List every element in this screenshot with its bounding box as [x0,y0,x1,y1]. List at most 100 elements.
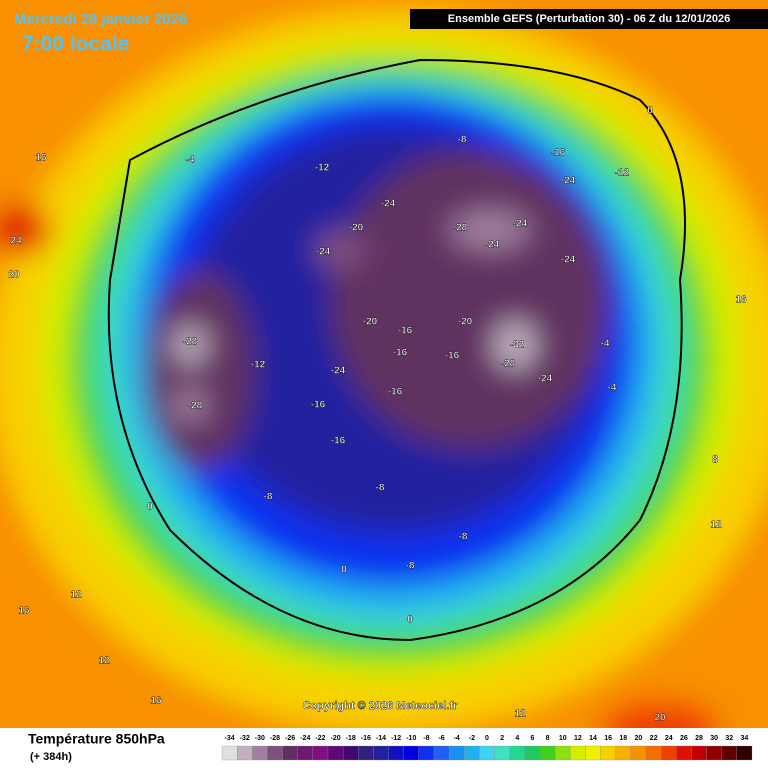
scale-label: 32 [725,735,733,742]
color-swatch [736,745,753,761]
isotherm-label: 0 [147,502,153,513]
isotherm-label: 16 [150,696,162,707]
isotherm-label: -16 [311,400,326,411]
scale-label: -4 [454,735,460,742]
color-swatch [645,745,662,761]
isotherm-label: -24 [561,255,576,266]
color-swatch [585,745,601,761]
scale-label: -30 [255,735,265,742]
color-swatch [509,745,526,761]
isotherm-label: -4 [601,339,610,350]
isotherm-label: -8 [458,135,467,146]
scale-label: -20 [331,735,341,742]
isotherm-label: -8 [376,483,385,494]
legend-subtitle: (+ 384h) [30,751,72,763]
scale-label: -18 [346,735,356,742]
scale-label: 30 [710,735,718,742]
isotherm-label: -20 [363,317,378,328]
isotherm-label: -24 [561,176,576,187]
color-swatch [570,745,586,761]
isotherm-label: 0 [407,615,413,626]
scale-label: -28 [270,735,280,742]
scale-label: 34 [741,735,749,742]
color-swatch [676,745,692,761]
color-swatch [312,745,329,761]
isotherm-label: -16 [445,351,460,362]
isotherm-label: -8 [264,492,273,503]
color-swatch [236,745,253,761]
isotherm-label: -16 [331,436,346,447]
color-swatch [373,745,389,761]
color-swatch [479,745,495,761]
color-swatch [554,745,571,761]
isotherm-label: -24 [513,219,528,230]
isotherm-label: -32 [510,340,525,351]
scale-label: 6 [530,735,534,742]
isotherm-label: 16 [18,606,30,617]
color-swatch [691,745,707,761]
isotherm-label: -28 [183,337,198,348]
isotherm-label: 0 [647,106,653,117]
scale-label: -16 [361,735,371,742]
isotherm-label: 8 [712,455,718,466]
copyright: Copyright © 2026 Meteociel.fr [303,700,459,712]
color-swatch [630,745,647,761]
color-swatch [221,745,238,761]
isotherm-label: -16 [388,387,403,398]
isotherm-label: -20 [458,317,473,328]
isotherm-label: -8 [459,532,468,543]
scale-label: -2 [469,735,475,742]
color-swatch [418,745,435,761]
time: 7:00 locale [22,33,129,56]
isotherm-label: 16 [735,295,747,306]
scale-label: -10 [406,735,416,742]
scale-label: 20 [635,735,643,742]
color-swatch [721,745,738,761]
isotherm-label: 12 [98,656,110,667]
scale-label: 22 [650,735,658,742]
color-swatch [282,745,298,761]
isotherm-label: 20 [8,270,20,281]
isotherm-label: 12 [70,590,82,601]
scale-label: -6 [438,735,444,742]
scale-label: 28 [695,735,703,742]
isotherm-label: -24 [331,366,346,377]
isotherm-label: -28 [501,359,516,370]
color-swatch [358,745,374,761]
legend-title: Température 850hPa [28,731,165,747]
scale-label: -12 [391,735,401,742]
isotherm-label: -20 [349,223,364,234]
scale-label: -14 [376,735,386,742]
scale-label: 16 [604,735,612,742]
isotherm-label: -12 [251,360,266,371]
color-swatch [615,745,632,761]
color-swatch [433,745,450,761]
scale-label: 4 [515,735,519,742]
isotherm-label: -12 [315,163,330,174]
color-swatch [524,745,541,761]
scale-label: -8 [423,735,429,742]
isotherm-label: 24 [10,236,22,247]
isotherm-label: -24 [381,199,396,210]
scale-label: 8 [546,735,550,742]
color-swatch [660,745,677,761]
scale-label: -32 [240,735,250,742]
color-swatch [342,745,359,761]
color-swatch [706,745,722,761]
scale-label: 2 [500,735,504,742]
scale-label: 14 [589,735,597,742]
run-box [410,9,768,29]
scale-label: -26 [285,735,295,742]
scale-label: 24 [665,735,673,742]
date: Mercredi 28 janvier 2026 [14,11,187,28]
isotherm-label: -4 [186,155,195,166]
color-swatch [539,745,556,761]
isotherm-label: -4 [608,383,617,394]
scale-label: 10 [559,735,567,742]
color-swatch [403,745,420,761]
isotherm-label: -24 [485,240,500,251]
isotherm-label: -16 [551,148,566,159]
